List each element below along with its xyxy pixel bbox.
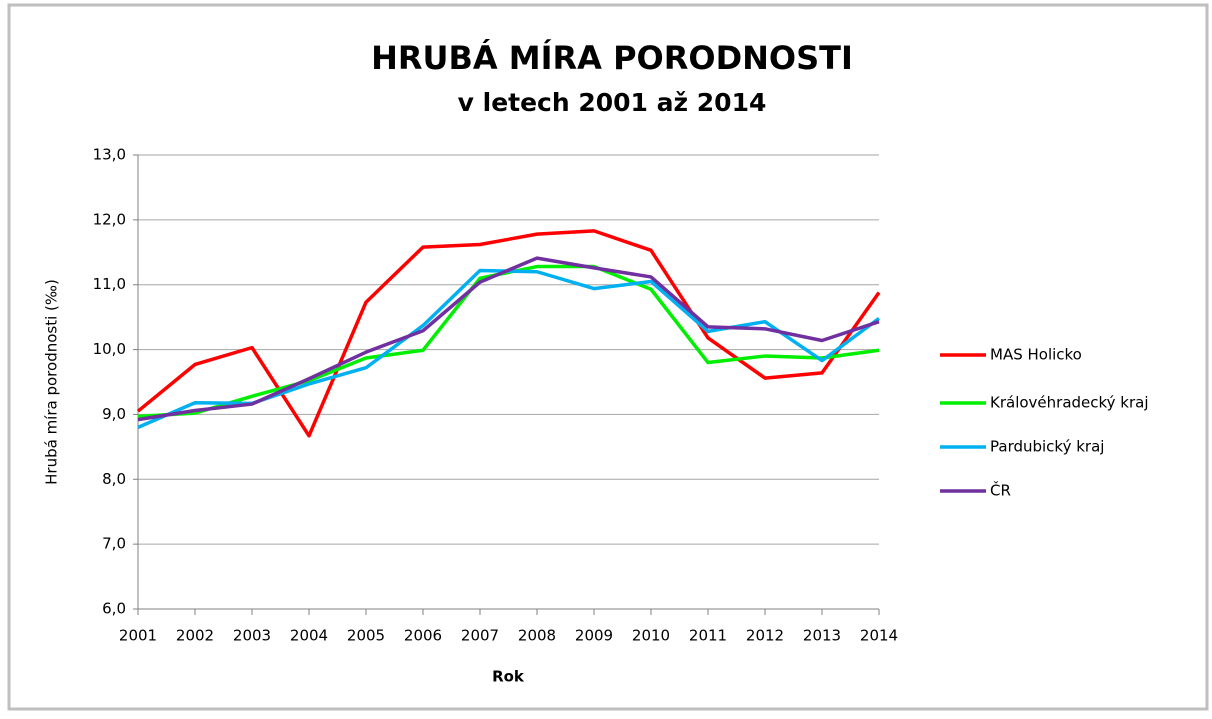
x-tick-label: 2013 — [803, 627, 841, 645]
y-tick-label: 8,0 — [102, 470, 126, 488]
x-tick-label: 2003 — [233, 627, 271, 645]
x-tick-label: 2005 — [347, 627, 385, 645]
x-tick-label: 2002 — [176, 627, 214, 645]
legend-label: Královéhradecký kraj — [990, 394, 1149, 412]
chart-frame — [7, 3, 1209, 711]
y-tick-label: 7,0 — [102, 535, 126, 553]
x-tick-label: 2008 — [518, 627, 556, 645]
series-line — [137, 256, 880, 422]
y-tick-label: 12,0 — [93, 210, 126, 228]
x-tick-label: 2004 — [290, 627, 328, 645]
x-tick-label: 2011 — [689, 627, 727, 645]
legend-label: ČR — [990, 481, 1011, 500]
x-tick-label: 2010 — [632, 627, 670, 645]
x-tick-label: 2012 — [746, 627, 784, 645]
series-line — [136, 229, 881, 438]
legend-label: MAS Holicko — [990, 346, 1082, 364]
chart-title: HRUBÁ MÍRA PORODNOSTI — [371, 39, 853, 77]
y-axis-title: Hrubá míra porodnosti (‰) — [43, 279, 61, 485]
x-tick-label: 2006 — [404, 627, 442, 645]
x-axis-title: Rok — [492, 668, 525, 686]
x-tick-label: 2009 — [575, 627, 613, 645]
x-tick-label: 2014 — [860, 627, 898, 645]
legend-label: Pardubický kraj — [990, 438, 1104, 456]
y-tick-label: 6,0 — [102, 600, 126, 618]
x-tick-label: 2007 — [461, 627, 499, 645]
y-tick-label: 13,0 — [93, 146, 126, 164]
chart-subtitle: v letech 2001 až 2014 — [458, 88, 767, 117]
y-tick-label: 11,0 — [93, 275, 126, 293]
x-tick-label: 2001 — [119, 627, 157, 645]
y-tick-label: 9,0 — [102, 405, 126, 423]
y-tick-label: 10,0 — [93, 340, 126, 358]
